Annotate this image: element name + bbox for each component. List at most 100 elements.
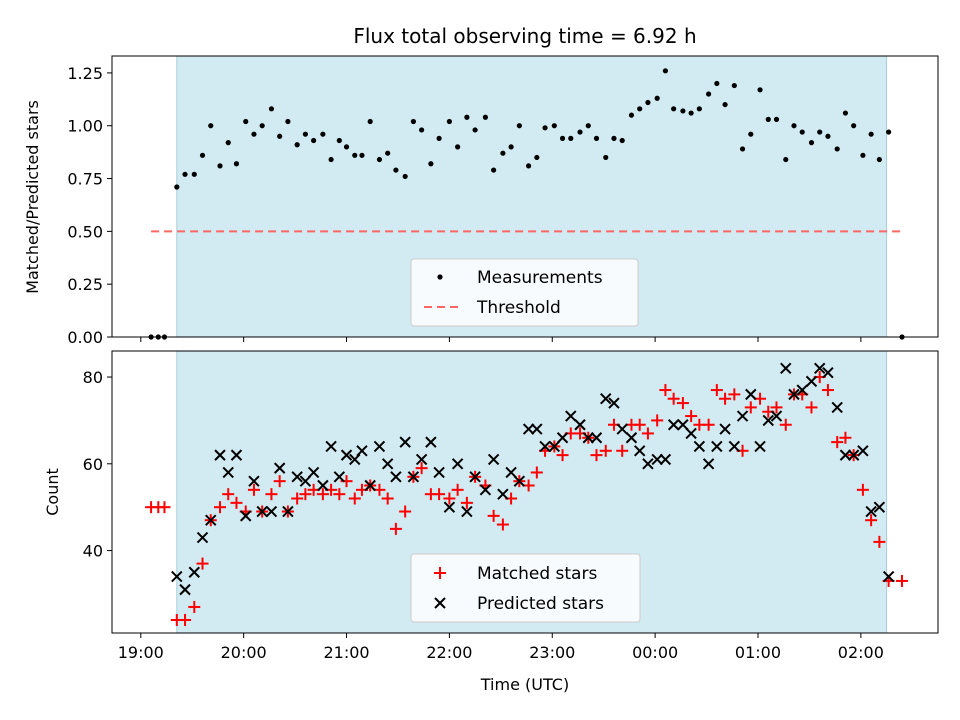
matched-star-point (196, 557, 209, 570)
matched-star-point (865, 514, 878, 527)
predicted-star-point (539, 440, 551, 453)
measurement-point (259, 123, 265, 129)
measurement-point (402, 173, 408, 180)
predicted-star-point (625, 432, 638, 444)
predicted-star-point (433, 466, 445, 479)
measurement-point (410, 118, 416, 125)
predicted-star-point (565, 410, 577, 422)
matched-star-point (710, 384, 723, 397)
measurement-point (817, 129, 823, 135)
predicted-star-point (222, 466, 234, 479)
predicted-star-point (505, 466, 517, 479)
predicted-star-point (531, 423, 543, 435)
measurement-point (783, 156, 789, 163)
matched-star-point (770, 401, 783, 414)
predicted-star-point (513, 475, 526, 487)
measurement-point (696, 106, 702, 112)
matched-star-point (247, 483, 260, 496)
predicted-star-point (299, 475, 312, 487)
ratio-y-axis-label: Matched/Predicted stars (23, 100, 42, 294)
measurement-point (455, 144, 461, 150)
matched-star-point (230, 496, 243, 509)
measurement-point (464, 114, 470, 120)
measurement-point (868, 131, 874, 137)
measurement-point (393, 167, 399, 173)
matched-star-point (702, 418, 715, 431)
predicted-star-point (407, 471, 420, 483)
measurement-point (428, 161, 434, 167)
y-tick-label: 1.25 (67, 64, 103, 83)
measurement-point (359, 152, 365, 158)
predicted-star-point (356, 445, 368, 457)
predicted-star-point (805, 375, 818, 388)
measurement-point (688, 110, 694, 116)
measurement-point (243, 118, 249, 125)
measurement-point (208, 123, 214, 129)
matched-star-point (856, 483, 869, 496)
count-legend: Matched stars Predicted stars (410, 553, 641, 623)
y-tick-label: 0.75 (67, 170, 103, 189)
matched-star-point (873, 535, 886, 548)
x-tick-label: 20:00 (221, 643, 267, 662)
measurement-point (739, 146, 746, 152)
measurement-point (671, 106, 677, 112)
matched-star-point (433, 488, 446, 501)
predicted-star-point (548, 440, 561, 453)
matched-star-point (381, 492, 394, 505)
predicted-star-point (857, 445, 869, 457)
matched-star-point (265, 488, 278, 501)
predicted-star-point (780, 362, 792, 375)
measurement-point (199, 152, 206, 158)
matched-star-point (556, 449, 569, 462)
measurement-point (294, 142, 300, 148)
measurement-point (568, 135, 574, 141)
predicted-star-point (497, 488, 509, 500)
y-tick-label: 80 (83, 368, 103, 387)
matched-star-point (460, 496, 473, 509)
legend-measurements-label: Measurements (477, 268, 603, 288)
x-tick-label: 22:00 (426, 643, 472, 662)
x-tick-label: 02:00 (838, 643, 884, 662)
measurement-point (311, 137, 317, 144)
measurement-point (419, 127, 425, 133)
x-tick-label: 01:00 (735, 643, 781, 662)
predicted-star-point (325, 440, 337, 453)
chart-title: Flux total observing time = 6.92 h (353, 24, 696, 48)
matched-star-point (805, 401, 818, 414)
predicted-star-point (522, 423, 535, 435)
measurement-point (593, 135, 600, 141)
measurement-point (182, 171, 188, 177)
matched-star-point (744, 401, 757, 414)
measurement-point (472, 127, 478, 133)
count-panel-x-ticks: 19:00 20:00 21:00 22:00 23:00 00:00 01:00 02:00 (118, 633, 884, 662)
predicted-star-point (600, 393, 612, 405)
predicted-star-point (179, 583, 191, 596)
predicted-star-point (556, 432, 569, 444)
measurement-point (886, 129, 892, 135)
measurement-point (191, 171, 197, 177)
measurement-point (328, 156, 334, 163)
matched-star-point (291, 492, 304, 505)
matched-star-point (659, 384, 672, 397)
matched-star-point (728, 388, 741, 401)
matched-star-point (676, 397, 689, 410)
predicted-star-point (711, 440, 723, 453)
matched-star-point (831, 436, 844, 449)
matched-star-point (399, 505, 412, 518)
matched-star-point (415, 462, 428, 475)
predicted-star-point (873, 501, 886, 513)
measurement-point (645, 99, 651, 106)
measurement-point (722, 101, 728, 108)
legend-box (410, 553, 641, 623)
y-tick-label: 0.00 (67, 328, 103, 347)
legend-threshold-label: Threshold (476, 298, 561, 318)
measurement-point (285, 118, 291, 125)
predicted-star-point (865, 505, 877, 518)
predicted-star-point (399, 436, 411, 448)
predicted-star-point (847, 449, 860, 461)
predicted-star-point (451, 458, 464, 470)
matched-star-point (633, 418, 646, 431)
measurement-point (714, 80, 720, 87)
predicted-star-point (616, 423, 628, 435)
predicted-star-point (373, 440, 386, 453)
